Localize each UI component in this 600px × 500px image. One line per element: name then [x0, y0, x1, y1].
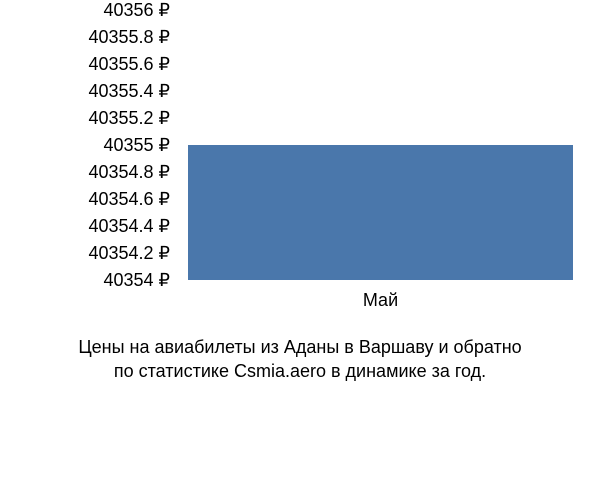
- y-tick-label: 40355.4 ₽: [0, 82, 170, 100]
- x-axis: Май: [178, 290, 583, 311]
- y-tick-label: 40355 ₽: [0, 136, 170, 154]
- chart-area: 40356 ₽40355.8 ₽40355.6 ₽40355.4 ₽40355.…: [0, 10, 590, 300]
- chart-container: 40356 ₽ 40355.8 ₽ 40355.6 ₽ 40355.4 ₽ 40355.…: [0, 0, 600, 500]
- x-axis-label: Май: [363, 290, 398, 310]
- y-tick-label: 40354.8 ₽: [0, 163, 170, 181]
- y-tick-label: 40355.8 ₽: [0, 28, 170, 46]
- y-tick-label: 40354 ₽: [0, 271, 170, 289]
- y-tick-label: 40354.2 ₽: [0, 244, 170, 262]
- caption-line-1: Цены на авиабилеты из Аданы в Варшаву и …: [0, 335, 600, 359]
- y-tick-label: 40355.6 ₽: [0, 55, 170, 73]
- caption-line-2: по статистике Csmia.aero в динамике за г…: [0, 359, 600, 383]
- y-tick-label: 40354.6 ₽: [0, 190, 170, 208]
- chart-caption: Цены на авиабилеты из Аданы в Варшаву и …: [0, 335, 600, 384]
- y-tick-label: 40355.2 ₽: [0, 109, 170, 127]
- y-tick-label: 40354.4 ₽: [0, 217, 170, 235]
- y-axis: 40356 ₽40355.8 ₽40355.6 ₽40355.4 ₽40355.…: [0, 10, 170, 282]
- y-tick-label: 40356 ₽: [0, 1, 170, 19]
- plot-area: [178, 10, 583, 280]
- bar: [188, 145, 573, 280]
